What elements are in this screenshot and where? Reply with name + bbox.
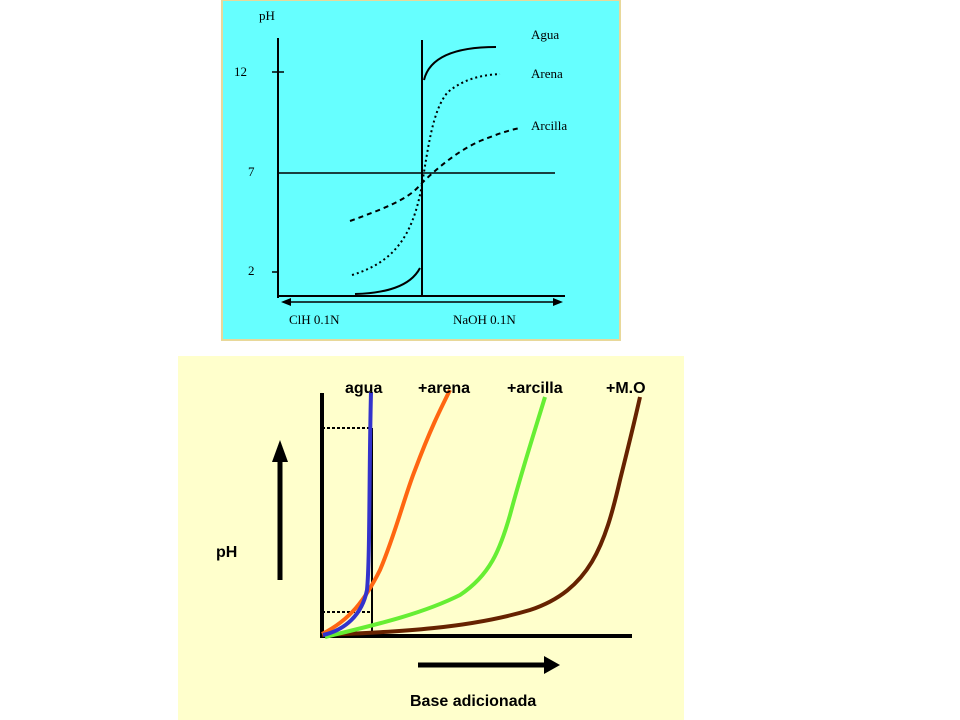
bottom-series-arena <box>321 389 452 636</box>
top-series-arena <box>351 73 501 276</box>
bottom-y-axis-label: pH <box>216 544 237 561</box>
top-direction-arrow-right-head <box>553 298 563 306</box>
top-series-agua <box>354 46 497 295</box>
top-y-axis-label: pH <box>259 8 275 23</box>
top-legend-arena: Arena <box>531 66 563 81</box>
top-y-tick-label-7: 7 <box>248 164 255 179</box>
bottom-series-arcilla <box>324 396 547 639</box>
bottom-legend-mo: +M.O <box>606 380 646 397</box>
bottom-x-arrow-head <box>544 656 560 674</box>
top-x-left-label: ClH 0.1N <box>289 312 340 327</box>
top-x-right-label: NaOH 0.1N <box>453 312 516 327</box>
top-y-tick-label-12: 12 <box>234 64 247 79</box>
top-direction-arrow-left-head <box>281 298 291 306</box>
bottom-legend-arena: +arena <box>418 380 470 397</box>
bottom-chart: pH agua +arena +arcilla +M.O Base adicio… <box>178 356 684 720</box>
bottom-x-axis-label: Base adicionada <box>410 693 536 710</box>
bottom-series-mo <box>321 396 642 637</box>
bottom-legend-agua: agua <box>345 380 382 397</box>
top-legend-arcilla: Arcilla <box>531 118 567 133</box>
top-legend-agua: Agua <box>531 27 559 42</box>
bottom-series-agua <box>322 391 373 637</box>
bottom-panel-background <box>178 356 684 720</box>
top-chart: pH 12 7 2 ClH 0.1N NaOH 0.1N Agua Arena … <box>221 0 621 341</box>
top-y-tick-label-2: 2 <box>248 263 255 278</box>
bottom-ph-arrow-head <box>272 440 288 462</box>
bottom-legend-arcilla: +arcilla <box>507 380 563 397</box>
